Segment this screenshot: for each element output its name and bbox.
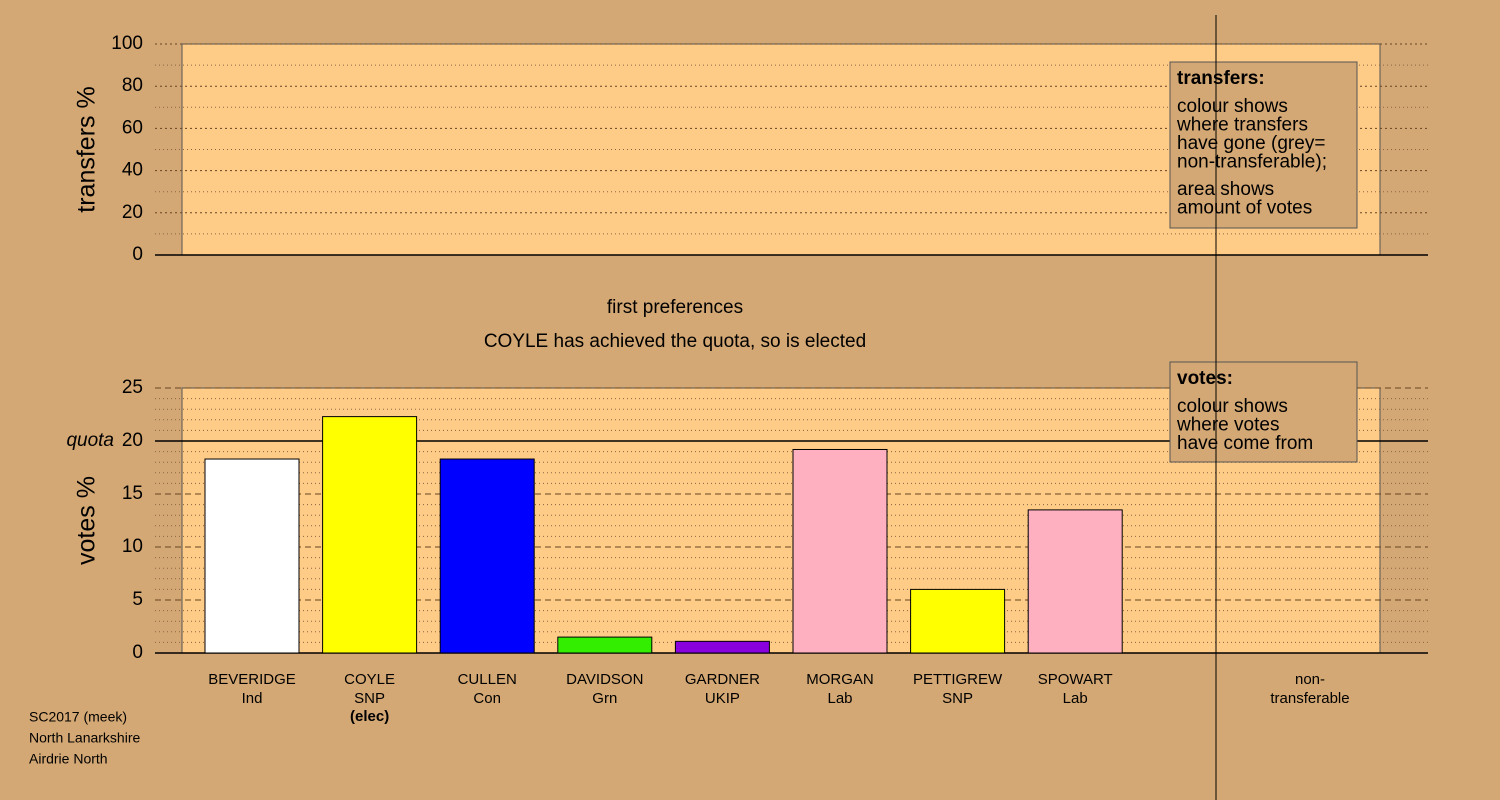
x-tick-label: SPOWART [1038,671,1113,688]
legend-title: transfers: [1177,68,1265,89]
chart-title: first preferences [607,297,743,318]
x-tick-party: SNP [942,690,973,707]
x-tick-party: Con [473,690,501,707]
bar [439,458,535,654]
y-tick-label: 15 [122,483,143,504]
footer-text: Airdrie North [29,751,108,767]
x-tick-party: SNP [354,690,385,707]
y-tick-label: 25 [122,377,143,398]
x-tick-label: PETTIGREW [913,671,1003,688]
legend-title: votes: [1177,368,1233,389]
elected-note: (elec) [350,708,389,725]
y-tick-label: 20 [122,202,143,223]
footer-text: North Lanarkshire [29,730,140,746]
y-tick-label: 20 [122,430,143,451]
bar [792,448,888,654]
y-axis-label: votes % [73,476,101,565]
legend-text: where votes [1176,415,1279,436]
quota-label: quota [66,430,114,451]
legend-text: non-transferable); [1177,152,1327,173]
bar [1027,509,1123,654]
bar [674,640,770,654]
legend-text: have come from [1177,433,1313,454]
y-tick-label: 60 [122,117,143,138]
y-tick-label: 0 [132,642,143,663]
y-tick-label: 100 [111,33,143,54]
x-tick-label: BEVERIDGE [208,671,296,688]
y-tick-label: 5 [132,589,143,610]
x-tick-party: Ind [242,690,263,707]
x-tick-label: MORGAN [806,671,874,688]
x-tick-party: Lab [827,690,852,707]
y-tick-label: 10 [122,536,143,557]
bar [322,416,418,654]
y-tick-label: 0 [132,244,143,265]
bar [557,636,653,654]
x-tick-label: DAVIDSON [566,671,643,688]
legend-text: area shows [1177,179,1274,200]
y-tick-label: 40 [122,160,143,181]
footer-text: SC2017 (meek) [29,709,127,725]
legend-text: colour shows [1177,96,1288,117]
legend-box [1169,61,1358,229]
y-tick-label: 80 [122,75,143,96]
x-tick-label: COYLE [344,671,395,688]
x-tick-party: Grn [592,690,617,707]
legend-text: where transfers [1176,115,1308,136]
x-tick-party: transferable [1270,690,1349,707]
x-tick-label: CULLEN [458,671,517,688]
x-tick-label: GARDNER [685,671,760,688]
y-axis-label: transfers % [73,86,101,212]
bar [910,588,1006,654]
x-tick-party: UKIP [705,690,740,707]
bar [204,458,300,654]
legend-box [1169,361,1358,463]
x-tick-label: non- [1295,671,1325,688]
legend-text: have gone (grey= [1177,133,1325,154]
chart-subtitle: COYLE has achieved the quota, so is elec… [484,331,866,352]
legend-text: amount of votes [1177,198,1312,219]
legend-text: colour shows [1177,396,1288,417]
x-tick-party: Lab [1063,690,1088,707]
